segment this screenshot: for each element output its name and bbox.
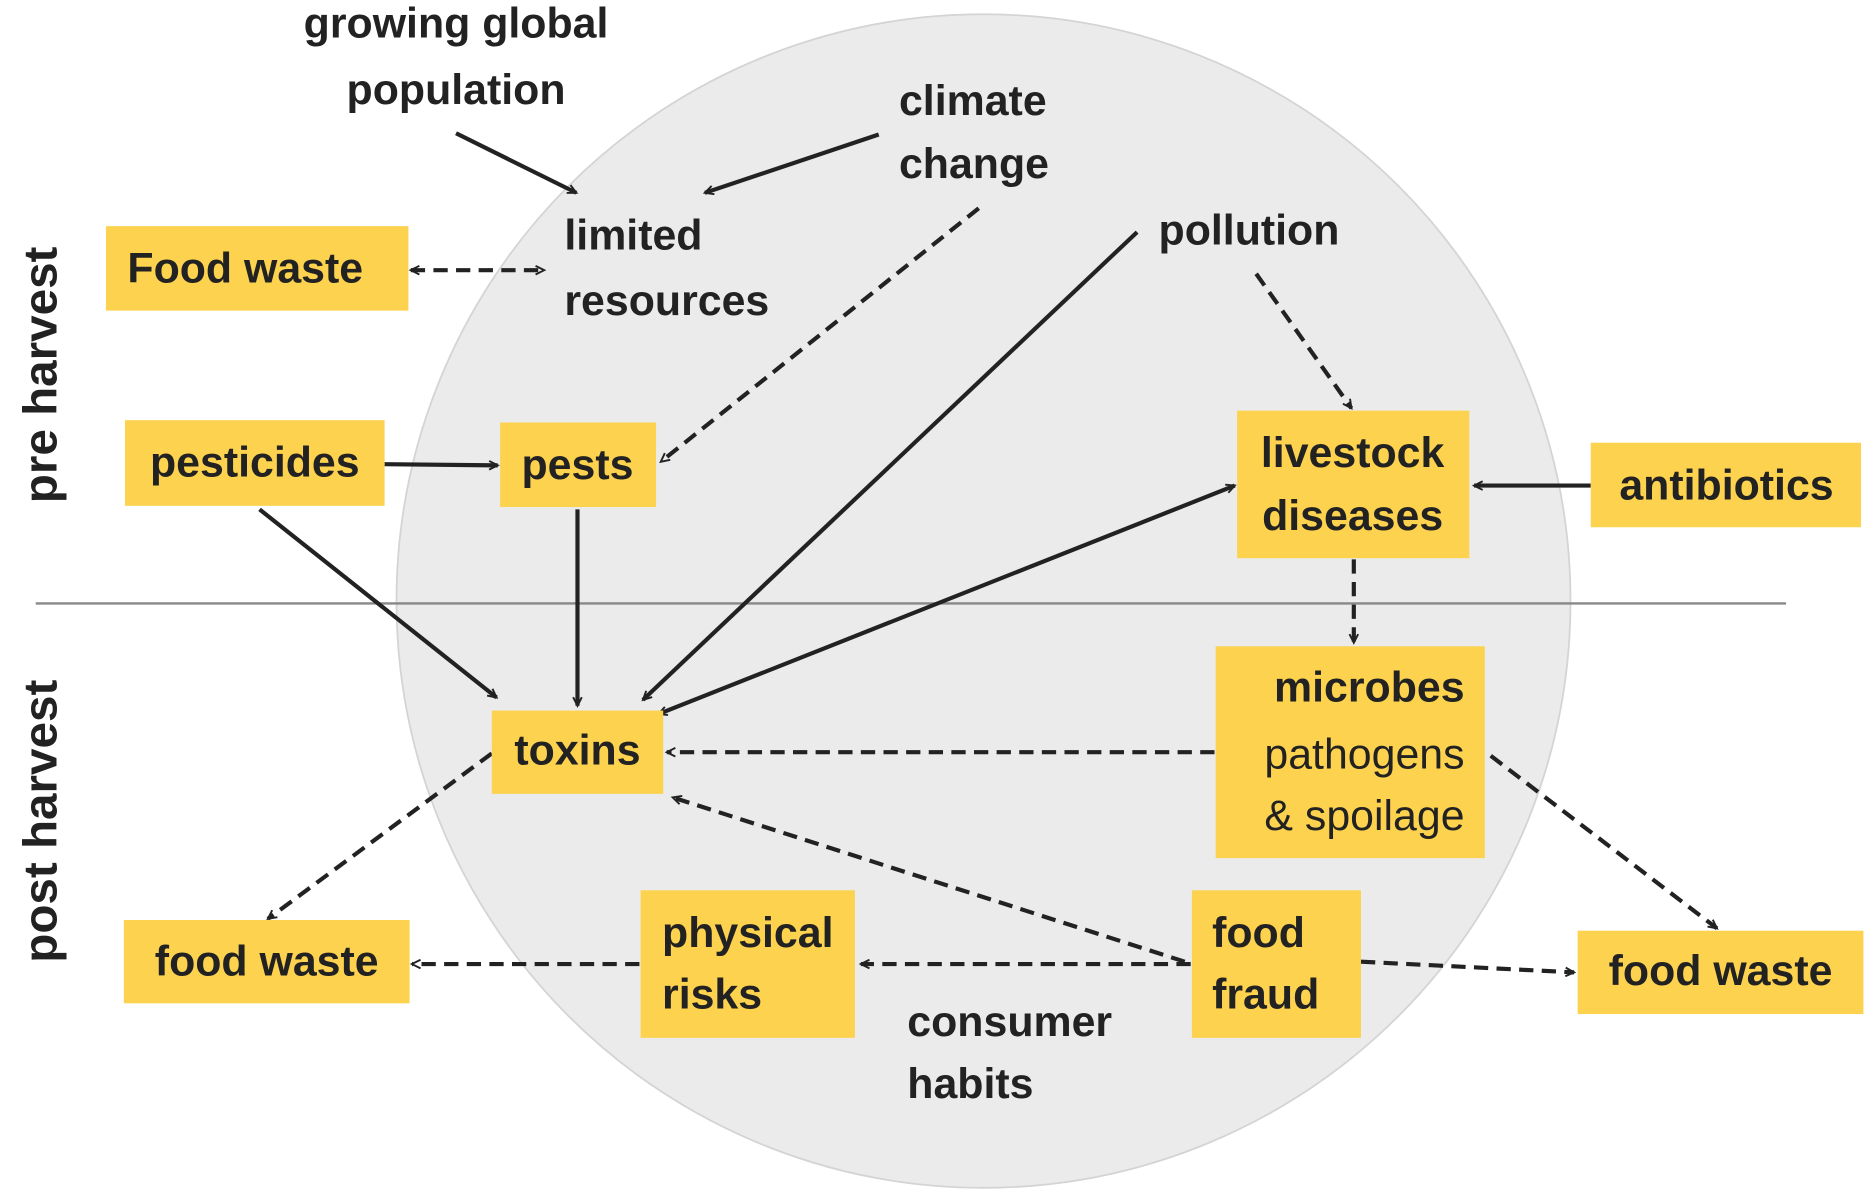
node-label: pests [522,441,634,489]
node-box [1215,646,1485,859]
node-label: fraud [1212,971,1319,1019]
node-label: resources [564,277,769,325]
node: toxins [491,710,664,794]
node: pollution [1159,207,1340,255]
node: livestock diseases [1237,410,1470,559]
arrow [384,460,500,471]
arrow [258,507,499,700]
node-label: food waste [1609,947,1833,995]
node-box [125,420,385,506]
node: climate change [899,77,1049,188]
node-label: climate [899,77,1047,125]
node-label: change [899,140,1049,188]
phase-label: post harvest [15,680,68,963]
node-box [640,890,855,1038]
arrow [702,132,880,196]
arrow [1254,272,1354,411]
node-box [123,920,410,1004]
arrow [1360,959,1577,978]
node-label: livestock [1261,429,1445,477]
node-label: consumer [907,998,1112,1046]
node-box [500,422,657,508]
node-label: food [1212,909,1305,957]
node: pests [500,422,657,508]
arrow [455,131,579,195]
node: growing global population [304,0,609,114]
node-label: Food waste [127,245,363,293]
node-box [1237,410,1470,559]
nodes: growing global population climate change lim… [15,0,1864,1108]
node-label: physical [662,909,834,957]
node-box [1577,930,1864,1015]
node-label: antibiotics [1619,461,1833,509]
node-label: limited [564,211,702,259]
node: food fraud [1191,890,1361,1038]
node-label: risks [662,971,762,1019]
node: Food waste [105,226,409,311]
node: food waste [123,920,410,1004]
node: microbes pathogens & spoilage [1215,646,1485,859]
node-label: food waste [155,937,379,985]
node-label: habits [907,1060,1033,1108]
node: physical risks [640,890,855,1038]
node-label: growing global [304,0,609,47]
node-label: & spoilage [1264,792,1464,840]
node: food waste [1577,930,1864,1015]
node-label: pathogens [1264,730,1464,778]
node-label: microbes [1274,664,1465,712]
node: consumer habits [907,998,1112,1108]
phase-label: pre harvest [15,246,68,503]
node-label: pollution [1159,207,1340,255]
node-box [1191,890,1361,1038]
node: pesticides [125,420,385,506]
node: antibiotics [1590,442,1862,528]
node-label: toxins [514,727,640,775]
node-box [105,226,409,311]
node-label: diseases [1262,492,1443,540]
arrow [656,483,1237,717]
node: limited resources [564,211,769,324]
node-label: population [347,66,566,114]
edges [258,131,1719,978]
node-box [1590,442,1862,528]
arrow [1489,754,1719,931]
arrow [266,751,493,921]
node-box [491,710,664,794]
node-label: pesticides [150,439,360,487]
